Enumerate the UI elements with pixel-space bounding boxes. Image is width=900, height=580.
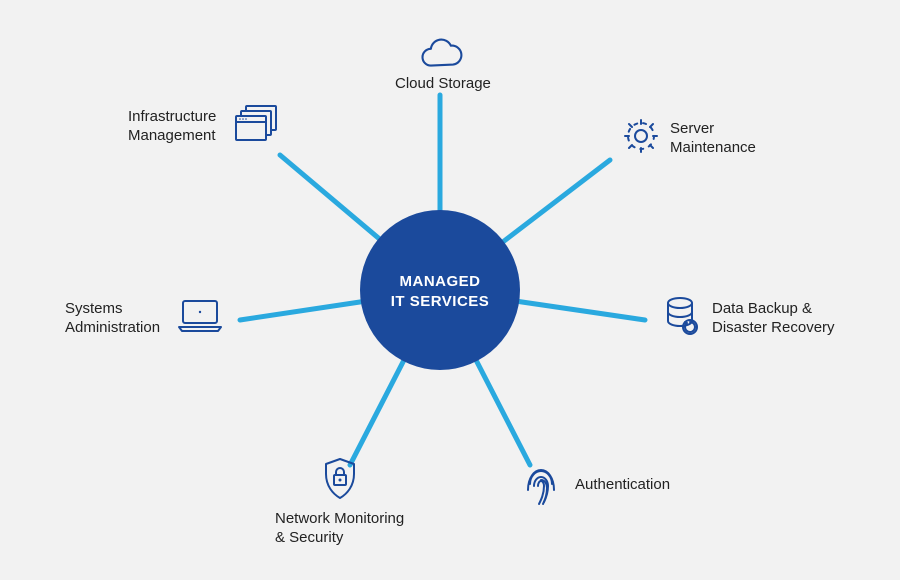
authentication-label: Authentication <box>575 476 670 495</box>
hub-label-line1: MANAGED <box>400 273 481 290</box>
infrastructure-management-label: Infrastructure Management <box>128 108 216 146</box>
hub-circle <box>360 210 520 370</box>
authentication-icon <box>520 460 562 506</box>
systems-administration-label: Systems Administration <box>65 300 160 338</box>
server-maintenance-icon <box>620 115 662 157</box>
server-maintenance-label: Server Maintenance <box>670 120 756 158</box>
cloud-storage-icon <box>417 30 463 70</box>
cloud-storage-label: Cloud Storage <box>395 75 491 94</box>
network-monitoring-security-icon <box>320 455 360 503</box>
diagram-stage: MANAGED IT SERVICES Cloud Storage Server M… <box>0 0 900 580</box>
hub-label-line2: IT SERVICES <box>391 293 490 310</box>
network-monitoring-security-label: Network Monitoring & Security <box>275 510 404 548</box>
infrastructure-management-icon <box>230 100 282 146</box>
data-backup-dr-label: Data Backup & Disaster Recovery <box>712 300 835 338</box>
data-backup-dr-icon <box>660 293 702 339</box>
systems-administration-icon <box>173 293 227 335</box>
